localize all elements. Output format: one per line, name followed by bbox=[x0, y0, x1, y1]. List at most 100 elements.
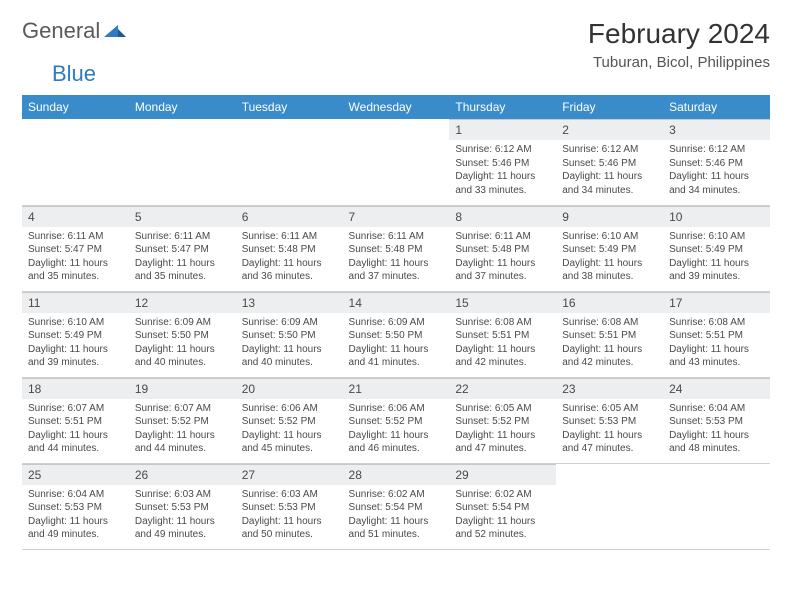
day-details: Sunrise: 6:12 AMSunset: 5:46 PMDaylight:… bbox=[449, 140, 556, 200]
day-number: 28 bbox=[343, 464, 450, 485]
day-number: 5 bbox=[129, 206, 236, 227]
day-number: 12 bbox=[129, 292, 236, 313]
day-details: Sunrise: 6:10 AMSunset: 5:49 PMDaylight:… bbox=[663, 227, 770, 287]
calendar-cell: 17Sunrise: 6:08 AMSunset: 5:51 PMDayligh… bbox=[663, 291, 770, 377]
day-number: 27 bbox=[236, 464, 343, 485]
day-number: 29 bbox=[449, 464, 556, 485]
calendar-week-row: 4Sunrise: 6:11 AMSunset: 5:47 PMDaylight… bbox=[22, 205, 770, 291]
day-number: 19 bbox=[129, 378, 236, 399]
day-details: Sunrise: 6:04 AMSunset: 5:53 PMDaylight:… bbox=[663, 399, 770, 459]
day-details: Sunrise: 6:10 AMSunset: 5:49 PMDaylight:… bbox=[556, 227, 663, 287]
calendar-cell: 29Sunrise: 6:02 AMSunset: 5:54 PMDayligh… bbox=[449, 463, 556, 549]
day-number: 4 bbox=[22, 206, 129, 227]
weekday-header: Wednesday bbox=[343, 95, 450, 119]
calendar-week-row: 25Sunrise: 6:04 AMSunset: 5:53 PMDayligh… bbox=[22, 463, 770, 549]
calendar-cell: 18Sunrise: 6:07 AMSunset: 5:51 PMDayligh… bbox=[22, 377, 129, 463]
day-details: Sunrise: 6:11 AMSunset: 5:47 PMDaylight:… bbox=[22, 227, 129, 287]
calendar-cell bbox=[236, 119, 343, 205]
calendar-cell bbox=[129, 119, 236, 205]
day-details: Sunrise: 6:08 AMSunset: 5:51 PMDaylight:… bbox=[663, 313, 770, 373]
day-details: Sunrise: 6:05 AMSunset: 5:52 PMDaylight:… bbox=[449, 399, 556, 459]
day-number: 26 bbox=[129, 464, 236, 485]
calendar-body: 1Sunrise: 6:12 AMSunset: 5:46 PMDaylight… bbox=[22, 119, 770, 549]
calendar-cell: 2Sunrise: 6:12 AMSunset: 5:46 PMDaylight… bbox=[556, 119, 663, 205]
calendar-cell bbox=[22, 119, 129, 205]
day-details: Sunrise: 6:11 AMSunset: 5:48 PMDaylight:… bbox=[449, 227, 556, 287]
day-number: 21 bbox=[343, 378, 450, 399]
weekday-header: Tuesday bbox=[236, 95, 343, 119]
weekday-header: Saturday bbox=[663, 95, 770, 119]
calendar-cell: 11Sunrise: 6:10 AMSunset: 5:49 PMDayligh… bbox=[22, 291, 129, 377]
calendar-cell: 12Sunrise: 6:09 AMSunset: 5:50 PMDayligh… bbox=[129, 291, 236, 377]
calendar-cell bbox=[343, 119, 450, 205]
calendar-cell bbox=[556, 463, 663, 549]
day-number: 13 bbox=[236, 292, 343, 313]
day-number: 17 bbox=[663, 292, 770, 313]
day-details: Sunrise: 6:12 AMSunset: 5:46 PMDaylight:… bbox=[556, 140, 663, 200]
calendar-week-row: 18Sunrise: 6:07 AMSunset: 5:51 PMDayligh… bbox=[22, 377, 770, 463]
month-title: February 2024 bbox=[588, 18, 770, 50]
day-details: Sunrise: 6:09 AMSunset: 5:50 PMDaylight:… bbox=[129, 313, 236, 373]
day-number: 22 bbox=[449, 378, 556, 399]
day-number: 8 bbox=[449, 206, 556, 227]
calendar-cell bbox=[663, 463, 770, 549]
day-number: 2 bbox=[556, 119, 663, 140]
calendar-cell: 14Sunrise: 6:09 AMSunset: 5:50 PMDayligh… bbox=[343, 291, 450, 377]
day-number: 20 bbox=[236, 378, 343, 399]
day-details: Sunrise: 6:06 AMSunset: 5:52 PMDaylight:… bbox=[343, 399, 450, 459]
day-details: Sunrise: 6:05 AMSunset: 5:53 PMDaylight:… bbox=[556, 399, 663, 459]
day-details: Sunrise: 6:11 AMSunset: 5:48 PMDaylight:… bbox=[236, 227, 343, 287]
day-number: 9 bbox=[556, 206, 663, 227]
calendar-cell: 4Sunrise: 6:11 AMSunset: 5:47 PMDaylight… bbox=[22, 205, 129, 291]
day-details: Sunrise: 6:03 AMSunset: 5:53 PMDaylight:… bbox=[129, 485, 236, 545]
weekday-header: Friday bbox=[556, 95, 663, 119]
day-details: Sunrise: 6:03 AMSunset: 5:53 PMDaylight:… bbox=[236, 485, 343, 545]
day-details: Sunrise: 6:02 AMSunset: 5:54 PMDaylight:… bbox=[449, 485, 556, 545]
brand-word-1: General bbox=[22, 18, 100, 44]
day-number: 6 bbox=[236, 206, 343, 227]
calendar-cell: 28Sunrise: 6:02 AMSunset: 5:54 PMDayligh… bbox=[343, 463, 450, 549]
calendar-cell: 20Sunrise: 6:06 AMSunset: 5:52 PMDayligh… bbox=[236, 377, 343, 463]
day-details: Sunrise: 6:06 AMSunset: 5:52 PMDaylight:… bbox=[236, 399, 343, 459]
day-number: 14 bbox=[343, 292, 450, 313]
brand-word-2: Blue bbox=[52, 61, 96, 86]
calendar-cell: 9Sunrise: 6:10 AMSunset: 5:49 PMDaylight… bbox=[556, 205, 663, 291]
day-details: Sunrise: 6:08 AMSunset: 5:51 PMDaylight:… bbox=[449, 313, 556, 373]
day-number: 15 bbox=[449, 292, 556, 313]
calendar-week-row: 11Sunrise: 6:10 AMSunset: 5:49 PMDayligh… bbox=[22, 291, 770, 377]
calendar-cell: 1Sunrise: 6:12 AMSunset: 5:46 PMDaylight… bbox=[449, 119, 556, 205]
calendar-cell: 16Sunrise: 6:08 AMSunset: 5:51 PMDayligh… bbox=[556, 291, 663, 377]
calendar-cell: 21Sunrise: 6:06 AMSunset: 5:52 PMDayligh… bbox=[343, 377, 450, 463]
day-number: 10 bbox=[663, 206, 770, 227]
weekday-header-row: SundayMondayTuesdayWednesdayThursdayFrid… bbox=[22, 95, 770, 119]
day-details: Sunrise: 6:04 AMSunset: 5:53 PMDaylight:… bbox=[22, 485, 129, 545]
day-details: Sunrise: 6:11 AMSunset: 5:48 PMDaylight:… bbox=[343, 227, 450, 287]
weekday-header: Sunday bbox=[22, 95, 129, 119]
calendar-cell: 24Sunrise: 6:04 AMSunset: 5:53 PMDayligh… bbox=[663, 377, 770, 463]
day-details: Sunrise: 6:09 AMSunset: 5:50 PMDaylight:… bbox=[236, 313, 343, 373]
calendar-cell: 15Sunrise: 6:08 AMSunset: 5:51 PMDayligh… bbox=[449, 291, 556, 377]
day-number: 24 bbox=[663, 378, 770, 399]
day-details: Sunrise: 6:11 AMSunset: 5:47 PMDaylight:… bbox=[129, 227, 236, 287]
calendar-cell: 7Sunrise: 6:11 AMSunset: 5:48 PMDaylight… bbox=[343, 205, 450, 291]
calendar-cell: 3Sunrise: 6:12 AMSunset: 5:46 PMDaylight… bbox=[663, 119, 770, 205]
calendar-cell: 8Sunrise: 6:11 AMSunset: 5:48 PMDaylight… bbox=[449, 205, 556, 291]
day-details: Sunrise: 6:10 AMSunset: 5:49 PMDaylight:… bbox=[22, 313, 129, 373]
calendar-cell: 27Sunrise: 6:03 AMSunset: 5:53 PMDayligh… bbox=[236, 463, 343, 549]
day-number: 16 bbox=[556, 292, 663, 313]
brand-logo: General bbox=[22, 18, 128, 44]
day-number: 7 bbox=[343, 206, 450, 227]
weekday-header: Thursday bbox=[449, 95, 556, 119]
calendar-cell: 5Sunrise: 6:11 AMSunset: 5:47 PMDaylight… bbox=[129, 205, 236, 291]
day-details: Sunrise: 6:12 AMSunset: 5:46 PMDaylight:… bbox=[663, 140, 770, 200]
calendar-cell: 26Sunrise: 6:03 AMSunset: 5:53 PMDayligh… bbox=[129, 463, 236, 549]
day-number: 11 bbox=[22, 292, 129, 313]
calendar-cell: 19Sunrise: 6:07 AMSunset: 5:52 PMDayligh… bbox=[129, 377, 236, 463]
calendar-cell: 22Sunrise: 6:05 AMSunset: 5:52 PMDayligh… bbox=[449, 377, 556, 463]
day-number: 25 bbox=[22, 464, 129, 485]
day-details: Sunrise: 6:09 AMSunset: 5:50 PMDaylight:… bbox=[343, 313, 450, 373]
day-details: Sunrise: 6:02 AMSunset: 5:54 PMDaylight:… bbox=[343, 485, 450, 545]
day-details: Sunrise: 6:08 AMSunset: 5:51 PMDaylight:… bbox=[556, 313, 663, 373]
calendar-cell: 25Sunrise: 6:04 AMSunset: 5:53 PMDayligh… bbox=[22, 463, 129, 549]
calendar-cell: 10Sunrise: 6:10 AMSunset: 5:49 PMDayligh… bbox=[663, 205, 770, 291]
